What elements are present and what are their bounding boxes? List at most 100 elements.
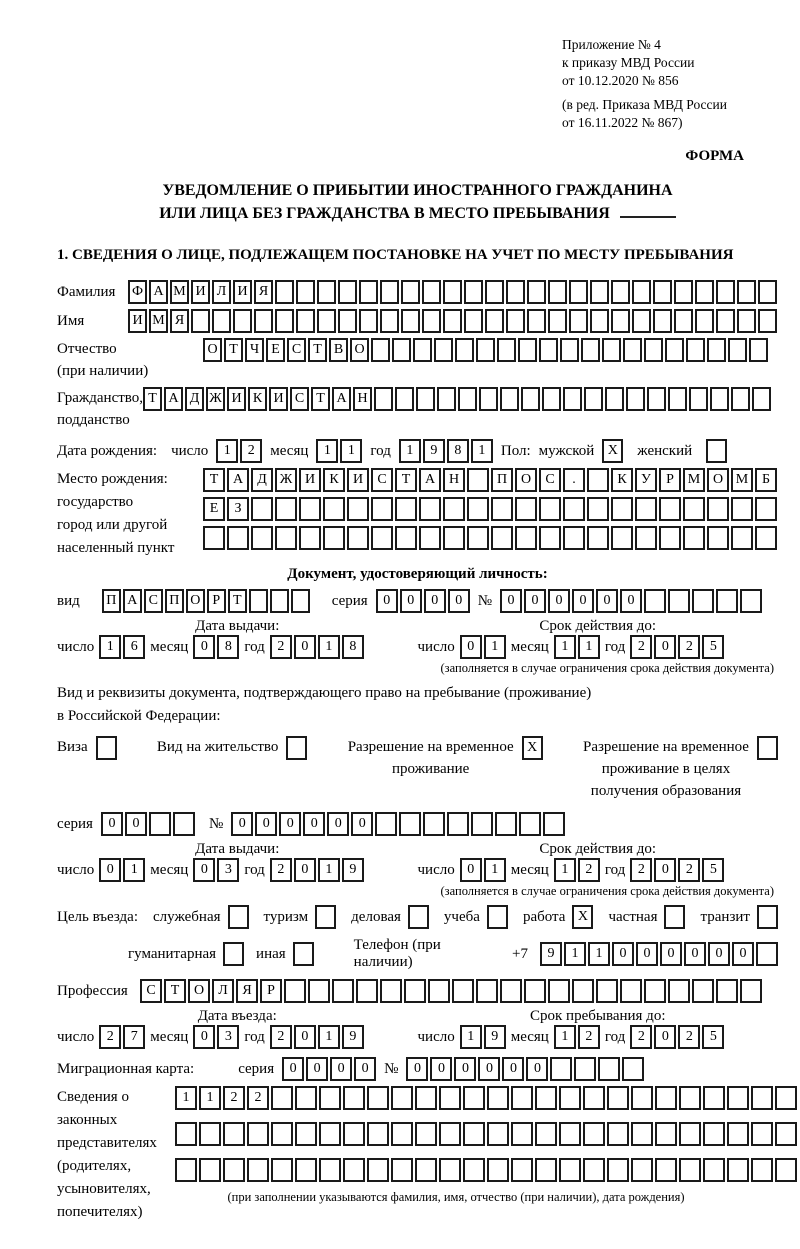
char-box[interactable] (632, 280, 651, 304)
char-box[interactable] (487, 1158, 509, 1182)
char-box[interactable] (539, 338, 558, 362)
char-box[interactable]: 0 (282, 1057, 305, 1081)
char-box[interactable]: Я (170, 309, 189, 333)
char-box[interactable] (467, 526, 489, 550)
char-box[interactable] (428, 979, 450, 1003)
char-box[interactable]: 3 (217, 858, 240, 882)
char-box[interactable] (296, 309, 315, 333)
char-box[interactable] (338, 309, 357, 333)
char-box[interactable] (607, 1086, 629, 1110)
char-box[interactable] (635, 497, 657, 521)
char-box[interactable]: 1 (577, 635, 600, 659)
char-box[interactable]: 0 (732, 942, 754, 966)
char-box[interactable]: 0 (430, 1057, 453, 1081)
char-box[interactable] (596, 979, 618, 1003)
char-box[interactable]: 5 (702, 858, 725, 882)
char-box[interactable] (199, 1158, 221, 1182)
char-box[interactable] (452, 979, 474, 1003)
char-box[interactable]: 0 (293, 1025, 316, 1049)
char-box[interactable] (419, 497, 441, 521)
char-box[interactable] (371, 526, 393, 550)
char-box[interactable] (485, 309, 504, 333)
char-box[interactable]: 0 (406, 1057, 429, 1081)
char-box[interactable]: 1 (216, 439, 239, 463)
char-box[interactable]: . (563, 468, 585, 492)
char-box[interactable]: 6 (123, 635, 146, 659)
char-box[interactable] (191, 309, 210, 333)
char-box[interactable]: 1 (317, 1025, 340, 1049)
char-box[interactable]: С (539, 468, 561, 492)
purpose-humanitarian-checkbox[interactable] (223, 942, 245, 966)
char-box[interactable]: 1 (123, 858, 146, 882)
char-box[interactable] (527, 280, 546, 304)
char-box[interactable] (653, 309, 672, 333)
char-box[interactable]: З (227, 497, 249, 521)
char-box[interactable] (598, 1057, 621, 1081)
char-box[interactable] (611, 280, 630, 304)
char-box[interactable] (655, 1122, 677, 1146)
char-box[interactable] (590, 309, 609, 333)
char-box[interactable] (359, 280, 378, 304)
char-box[interactable] (572, 979, 594, 1003)
char-box[interactable] (491, 497, 513, 521)
char-box[interactable]: И (227, 387, 246, 411)
char-box[interactable]: 0 (447, 589, 470, 613)
char-box[interactable] (524, 979, 546, 1003)
char-box[interactable]: Р (659, 468, 681, 492)
char-box[interactable] (775, 1122, 797, 1146)
char-box[interactable] (269, 589, 289, 613)
char-box[interactable]: Р (260, 979, 282, 1003)
char-box[interactable] (284, 979, 306, 1003)
char-box[interactable] (751, 1158, 773, 1182)
char-box[interactable] (683, 526, 705, 550)
char-box[interactable]: 0 (524, 589, 546, 613)
char-box[interactable]: Т (395, 468, 417, 492)
title-blank-underline[interactable] (619, 202, 676, 218)
char-box[interactable]: М (683, 468, 705, 492)
char-box[interactable] (343, 1086, 365, 1110)
char-box[interactable] (542, 387, 561, 411)
char-box[interactable] (511, 1158, 533, 1182)
char-box[interactable] (491, 526, 513, 550)
char-box[interactable]: А (419, 468, 441, 492)
char-box[interactable] (728, 338, 747, 362)
char-box[interactable]: О (350, 338, 369, 362)
char-box[interactable]: К (611, 468, 633, 492)
char-box[interactable]: К (248, 387, 267, 411)
char-box[interactable] (443, 497, 465, 521)
char-box[interactable] (716, 280, 735, 304)
char-box[interactable]: Т (203, 468, 225, 492)
char-box[interactable] (605, 387, 624, 411)
char-box[interactable] (413, 338, 432, 362)
char-box[interactable] (395, 497, 417, 521)
char-box[interactable]: 0 (459, 858, 482, 882)
char-box[interactable] (590, 280, 609, 304)
char-box[interactable] (148, 812, 171, 836)
char-box[interactable]: П (491, 468, 513, 492)
char-box[interactable] (415, 1086, 437, 1110)
char-box[interactable] (367, 1086, 389, 1110)
char-box[interactable] (416, 387, 435, 411)
char-box[interactable] (359, 309, 378, 333)
char-box[interactable] (683, 497, 705, 521)
char-box[interactable] (401, 309, 420, 333)
char-box[interactable]: Т (143, 387, 162, 411)
char-box[interactable]: Д (251, 468, 273, 492)
legal-reps-row3-input[interactable] (175, 1158, 797, 1182)
char-box[interactable] (467, 497, 489, 521)
char-box[interactable] (631, 1158, 653, 1182)
purpose-work-checkbox[interactable]: X (572, 905, 594, 929)
char-box[interactable] (495, 812, 518, 836)
char-box[interactable] (271, 1086, 293, 1110)
char-box[interactable] (569, 280, 588, 304)
char-box[interactable] (584, 387, 603, 411)
char-box[interactable] (679, 1086, 701, 1110)
char-box[interactable]: 0 (684, 942, 706, 966)
